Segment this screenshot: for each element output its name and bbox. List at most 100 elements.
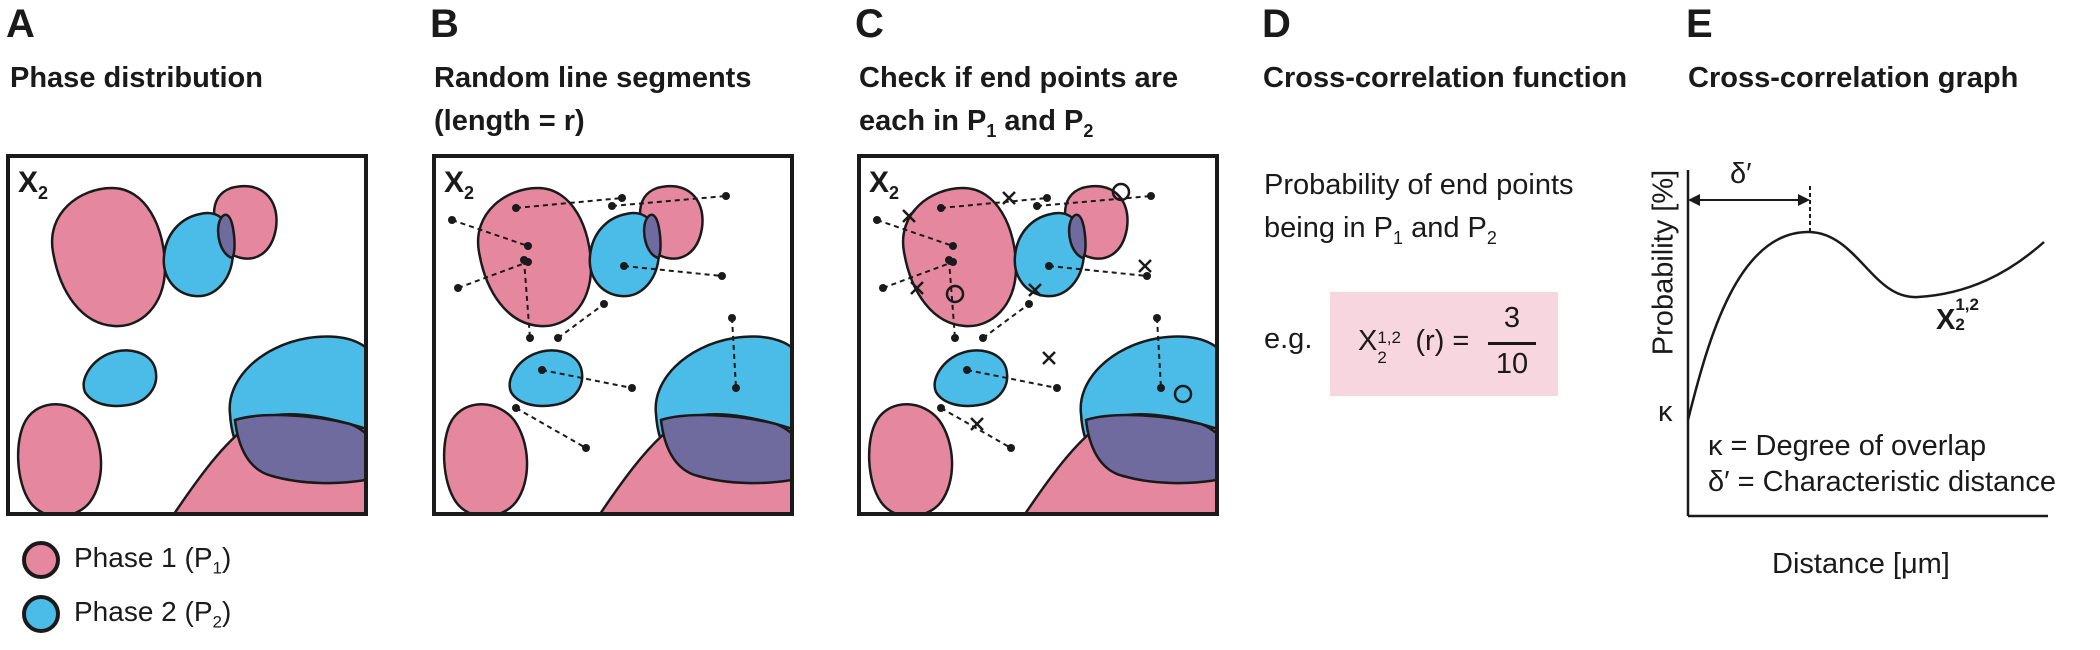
cross-mark-6 (1042, 351, 1056, 365)
panel-c-check-box: X2 (857, 154, 1219, 516)
legend-phase1: Phase 1 (P1) (22, 541, 231, 579)
panel-d-line2-sub2: 2 (1486, 227, 1497, 248)
box-label-c-sub: 2 (889, 183, 900, 203)
legend-phase2-sub: 2 (212, 612, 222, 632)
formula-denominator: 10 (1495, 348, 1529, 380)
formula-sup: 1,2 (1377, 328, 1401, 347)
circle-mark-3 (1173, 384, 1193, 404)
panel-title-d: Cross-correlation function (1263, 62, 1628, 94)
legend-phase1-label: Phase 1 (P1) (74, 542, 231, 579)
panel-title-a: Phase distribution (10, 62, 263, 94)
panel-letter-a: A (6, 2, 35, 46)
cross-mark-7 (970, 417, 984, 431)
panel-letter-d: D (1262, 2, 1291, 46)
line-segments-c (876, 195, 1162, 449)
legend-phase2-swatch (22, 595, 60, 633)
delta-arrow-left-head (1688, 194, 1700, 206)
panel-title-c-mid: and P (996, 105, 1084, 137)
panel-title-c: Check if end points are each in P1 and P… (859, 57, 1178, 153)
phase1-blob-3-c (867, 403, 954, 512)
circle-mark-1 (1111, 182, 1131, 202)
curve-label-sup: 1,2 (1955, 295, 1979, 314)
panel-title-c-line2: each in P1 and P2 (859, 100, 1178, 153)
phase1-blob-1 (50, 186, 167, 328)
phase2-blob-2-c (933, 349, 1009, 408)
formula-arg: (r) = (1407, 325, 1470, 357)
cross-mark-2 (1002, 191, 1016, 205)
cross-mark-1 (902, 209, 916, 223)
panel-d-line2-sub1: 1 (1393, 227, 1404, 248)
overlap-b-1 (642, 213, 662, 260)
overlap-a-1 (216, 213, 236, 260)
panel-a-phase-box: X2 (6, 154, 368, 516)
delta-arrow-right-head (1798, 194, 1810, 206)
panel-d-eg: e.g. (1264, 323, 1313, 355)
segment-endpoints-c (873, 192, 1165, 452)
panel-letter-c: C (855, 2, 884, 46)
phase2-blob-2 (82, 349, 158, 408)
legend-phase1-swatch (22, 541, 60, 579)
panel-b-shapes (442, 184, 790, 512)
phase1-blob-1-c (901, 186, 1018, 328)
cross-mark-3 (910, 281, 924, 295)
phase2-blob-2-b (508, 349, 584, 408)
panel-letter-e: E (1686, 2, 1713, 46)
box-label-b-sub: 2 (464, 183, 475, 203)
formula-lhs: X 1,2 2 (r) = (1358, 320, 1470, 367)
kappa-label: κ (1658, 396, 1673, 428)
phase1-blob-1-b (476, 186, 593, 328)
legend-phase2-post: ) (222, 595, 232, 627)
circle-mark-2 (945, 284, 965, 304)
panel-title-b-line1: Random line segments (434, 62, 752, 94)
delta-definition: δ′ = Characteristic distance (1708, 466, 2056, 498)
panel-c-shapes (867, 182, 1215, 512)
panel-title-c-sub1: 1 (986, 120, 997, 141)
overlap-a-2 (233, 413, 364, 485)
cross-correlation-curve (1686, 230, 2045, 421)
result-marks-c (902, 182, 1193, 431)
panel-d-line1: Probability of end points (1264, 169, 1574, 201)
curve-label-base: X (1936, 304, 1956, 336)
box-label-c: X2 (869, 166, 899, 204)
box-label-a: X2 (18, 166, 48, 204)
panel-d-line2: being in P1 and P2 (1264, 207, 1574, 260)
panel-e-graph (1686, 170, 2048, 518)
formula-box: X 1,2 2 (r) = 3 10 (1330, 292, 1558, 396)
delta-label: δ′ (1730, 158, 1752, 190)
panel-b-segments-box: X2 (432, 154, 794, 516)
box-label-b: X2 (444, 166, 474, 204)
panel-a-shapes (16, 184, 364, 512)
kappa-definition: κ = Degree of overlap (1708, 430, 1987, 462)
panel-title-b: Random line segments (length = r) (434, 57, 751, 143)
panel-d-line2-mid: and P (1403, 212, 1487, 244)
panel-d-description: Probability of end points being in P1 an… (1264, 164, 1574, 260)
panel-title-e: Cross-correlation graph (1688, 62, 2019, 94)
overlap-c-2 (1084, 413, 1215, 485)
cross-mark-4 (1028, 283, 1042, 297)
line-segments-b (451, 195, 737, 449)
legend-phase1-pre: Phase 1 (P (74, 541, 213, 573)
curve-label: X 1,2 2 (1936, 295, 1985, 337)
formula-fraction-bar (1488, 342, 1536, 345)
legend-phase1-sub: 1 (212, 558, 222, 578)
formula-base: X (1358, 325, 1378, 357)
legend-phase1-post: ) (222, 541, 232, 573)
curve-label-sub: 2 (1955, 315, 1965, 334)
panel-title-c-pre: each in P (859, 105, 987, 137)
legend-phase2-label: Phase 2 (P2) (74, 596, 231, 633)
panel-title-b-line2: (length = r) (434, 105, 585, 137)
box-label-a-base: X (18, 166, 39, 199)
legend-phase2: Phase 2 (P2) (22, 595, 231, 633)
phase-shapes-a (16, 184, 364, 512)
box-label-b-base: X (444, 166, 465, 199)
overlap-b-2 (659, 413, 790, 485)
box-label-a-sub: 2 (38, 183, 49, 203)
panel-title-c-line1: Check if end points are (859, 62, 1179, 94)
phase-shapes-c (867, 184, 1215, 512)
box-label-c-base: X (869, 166, 890, 199)
panel-title-c-sub2: 2 (1083, 120, 1094, 141)
overlap-c-1 (1067, 213, 1087, 260)
legend-phase2-pre: Phase 2 (P (74, 595, 213, 627)
formula-sub: 2 (1377, 348, 1387, 367)
cross-mark-5 (1138, 259, 1152, 273)
